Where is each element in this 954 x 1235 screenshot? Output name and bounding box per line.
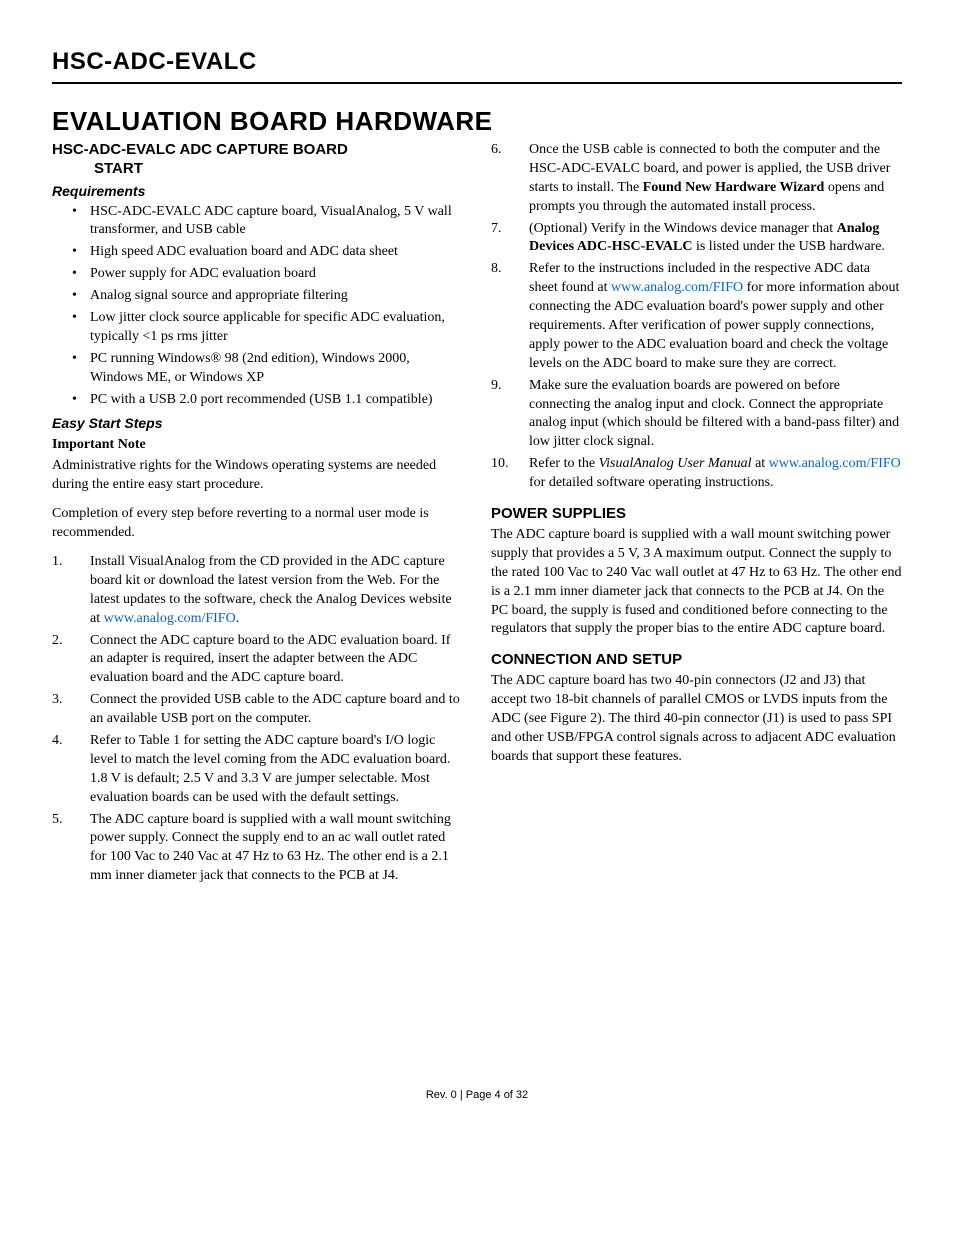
- h2-line2: START: [52, 160, 143, 177]
- page-footer: Rev. 0 | Page 4 of 32: [52, 1089, 902, 1101]
- body-text: Completion of every step before revertin…: [52, 505, 463, 543]
- h2-line1: HSC-ADC-EVALC ADC CAPTURE BOARD: [52, 141, 348, 158]
- step-item: 6.Once the USB cable is connected to bot…: [491, 141, 902, 217]
- connection-heading: CONNECTION AND SETUP: [491, 651, 902, 668]
- right-column: 6.Once the USB cable is connected to bot…: [491, 141, 902, 889]
- important-note-heading: Important Note: [52, 437, 463, 453]
- step-item: 2.Connect the ADC capture board to the A…: [52, 632, 463, 689]
- step-text: Connect the provided USB cable to the AD…: [90, 692, 460, 726]
- req-item: HSC-ADC-EVALC ADC capture board, VisualA…: [52, 203, 463, 241]
- step-item: 5.The ADC capture board is supplied with…: [52, 811, 463, 887]
- step-text: Connect the ADC capture board to the ADC…: [90, 633, 450, 686]
- step-item: 1.Install VisualAnalog from the CD provi…: [52, 553, 463, 629]
- step-text: Make sure the evaluation boards are powe…: [529, 378, 899, 450]
- requirements-heading: Requirements: [52, 183, 463, 199]
- link[interactable]: www.analog.com/FIFO: [769, 456, 901, 471]
- body-text: The ADC capture board is supplied with a…: [491, 526, 902, 639]
- step-item: 10.Refer to the VisualAnalog User Manual…: [491, 455, 902, 493]
- link[interactable]: www.analog.com/FIFO: [611, 280, 743, 295]
- req-item: PC running Windows® 98 (2nd edition), Wi…: [52, 350, 463, 388]
- step-text: for detailed software operating instruct…: [529, 475, 774, 490]
- req-item: Analog signal source and appropriate fil…: [52, 287, 463, 306]
- left-column: HSC-ADC-EVALC ADC CAPTURE BOARD START Re…: [52, 141, 463, 889]
- step-text: .: [236, 611, 240, 626]
- step-item: 3.Connect the provided USB cable to the …: [52, 691, 463, 729]
- italic-text: VisualAnalog User Manual: [599, 456, 752, 471]
- step-text: Refer to Table 1 for setting the ADC cap…: [90, 733, 450, 805]
- step-item: 9.Make sure the evaluation boards are po…: [491, 377, 902, 453]
- steps-list-left: 1.Install VisualAnalog from the CD provi…: [52, 553, 463, 886]
- subsection-title: HSC-ADC-EVALC ADC CAPTURE BOARD START: [52, 141, 463, 179]
- step-item: 8.Refer to the instructions included in …: [491, 260, 902, 373]
- page-header: HSC-ADC-EVALC: [52, 48, 902, 84]
- bold-text: Found New Hardware Wizard: [643, 180, 825, 195]
- easy-start-heading: Easy Start Steps: [52, 415, 463, 431]
- section-title: EVALUATION BOARD HARDWARE: [52, 106, 902, 137]
- step-text: at: [752, 456, 769, 471]
- power-supplies-heading: POWER SUPPLIES: [491, 505, 902, 522]
- step-text: The ADC capture board is supplied with a…: [90, 812, 451, 884]
- step-text: Refer to the: [529, 456, 599, 471]
- step-item: 7.(Optional) Verify in the Windows devic…: [491, 220, 902, 258]
- step-text: is listed under the USB hardware.: [692, 239, 884, 254]
- body-text: Administrative rights for the Windows op…: [52, 457, 463, 495]
- link[interactable]: www.analog.com/FIFO: [104, 611, 236, 626]
- req-item: PC with a USB 2.0 port recommended (USB …: [52, 391, 463, 410]
- content-columns: HSC-ADC-EVALC ADC CAPTURE BOARD START Re…: [52, 141, 902, 889]
- step-text: (Optional) Verify in the Windows device …: [529, 221, 837, 236]
- steps-list-right: 6.Once the USB cable is connected to bot…: [491, 141, 902, 493]
- requirements-list: HSC-ADC-EVALC ADC capture board, VisualA…: [52, 203, 463, 410]
- req-item: Power supply for ADC evaluation board: [52, 265, 463, 284]
- req-item: High speed ADC evaluation board and ADC …: [52, 243, 463, 262]
- req-item: Low jitter clock source applicable for s…: [52, 309, 463, 347]
- body-text: The ADC capture board has two 40-pin con…: [491, 672, 902, 766]
- step-item: 4.Refer to Table 1 for setting the ADC c…: [52, 732, 463, 808]
